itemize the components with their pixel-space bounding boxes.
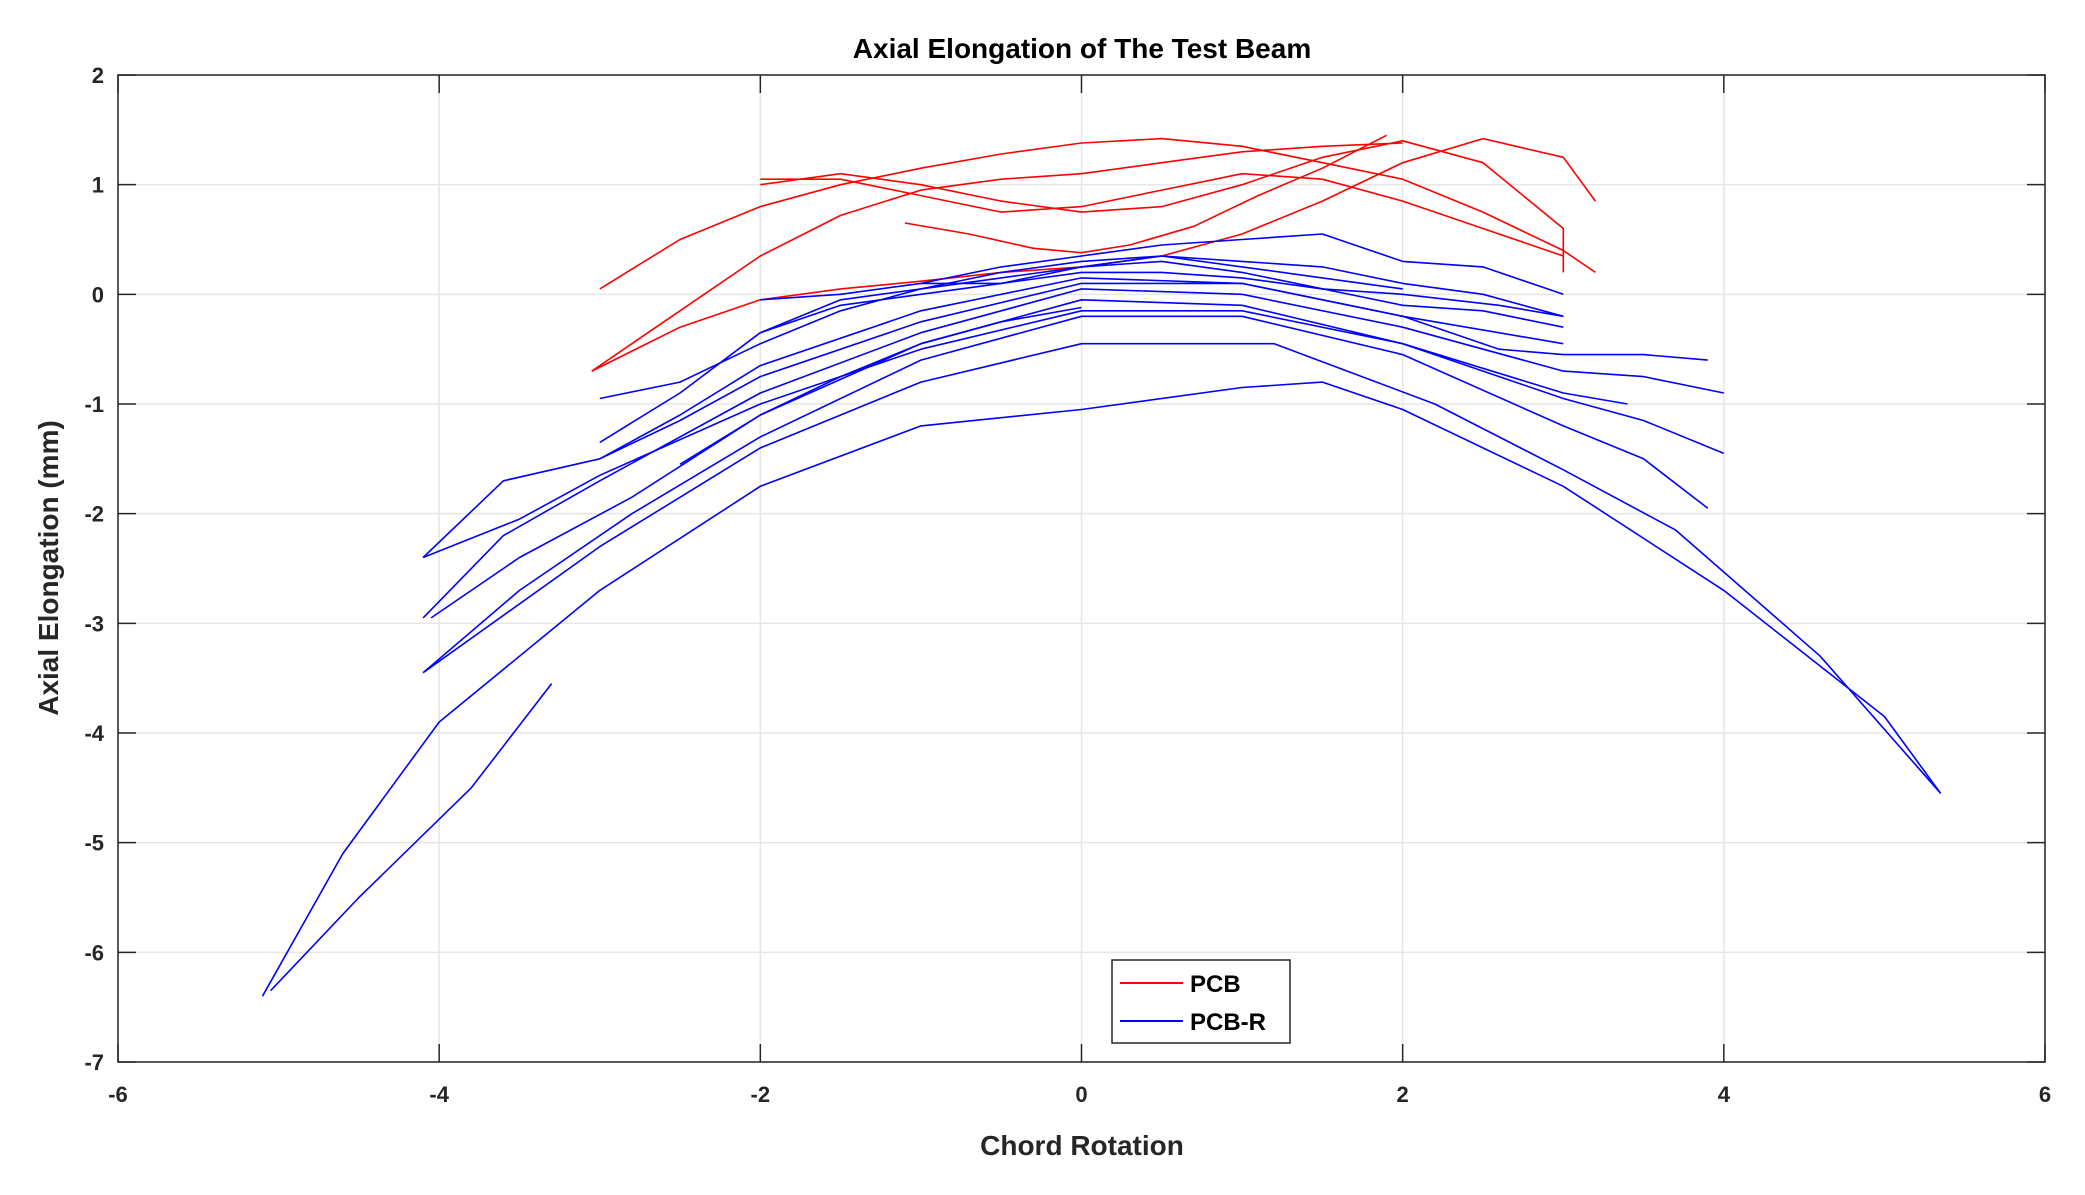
y-tick-label: 2 <box>92 63 104 88</box>
hysteresis-loop <box>679 306 1082 465</box>
legend: PCB PCB-R <box>1111 959 1291 1044</box>
series-pcb-r <box>261 233 1942 997</box>
hysteresis-loop <box>760 172 1564 257</box>
hysteresis-loop <box>760 140 1565 273</box>
y-tick-label: -4 <box>84 721 104 746</box>
x-axis-label: Chord Rotation <box>980 1130 1184 1161</box>
y-tick-label: -7 <box>84 1050 104 1075</box>
x-tick-label: -2 <box>751 1082 771 1107</box>
x-tick-label: 4 <box>1718 1082 1731 1107</box>
y-tick-label: 1 <box>92 173 104 198</box>
hysteresis-loop <box>422 288 1724 619</box>
hysteresis-loop <box>422 309 1628 559</box>
hysteresis-loop <box>599 137 1596 290</box>
legend-label-pcb: PCB <box>1190 971 1241 998</box>
hysteresis-loop <box>261 381 1942 997</box>
hysteresis-loop <box>599 260 1564 400</box>
y-tick-label: -6 <box>84 940 104 965</box>
x-tick-label: -6 <box>108 1082 128 1107</box>
x-tick-label: 6 <box>2039 1082 2051 1107</box>
hysteresis-loop <box>760 271 1564 334</box>
y-tick-label: -3 <box>84 611 104 636</box>
x-tick-label: 2 <box>1397 1082 1409 1107</box>
chart-title: Axial Elongation of The Test Beam <box>853 33 1311 64</box>
legend-box <box>1111 959 1291 1044</box>
hysteresis-loop <box>920 255 1403 290</box>
hysteresis-loop <box>599 277 1564 460</box>
hysteresis-loop <box>422 315 1709 674</box>
data-series <box>261 134 1942 997</box>
hysteresis-loop <box>760 233 1564 301</box>
hysteresis-loop <box>430 298 1725 619</box>
y-tick-label: -5 <box>84 831 104 856</box>
x-tick-label: 0 <box>1075 1082 1087 1107</box>
hysteresis-loop <box>270 683 553 992</box>
y-axis-label: Axial Elongation (mm) <box>33 420 64 716</box>
hysteresis-loop <box>422 342 1942 794</box>
legend-label-pcb-r: PCB-R <box>1190 1009 1266 1036</box>
y-tick-label: 0 <box>92 282 104 307</box>
hysteresis-loop <box>591 142 1403 372</box>
y-tick-label: -2 <box>84 502 104 527</box>
x-tick-label: -4 <box>429 1082 449 1107</box>
y-tick-label: -1 <box>84 392 104 417</box>
